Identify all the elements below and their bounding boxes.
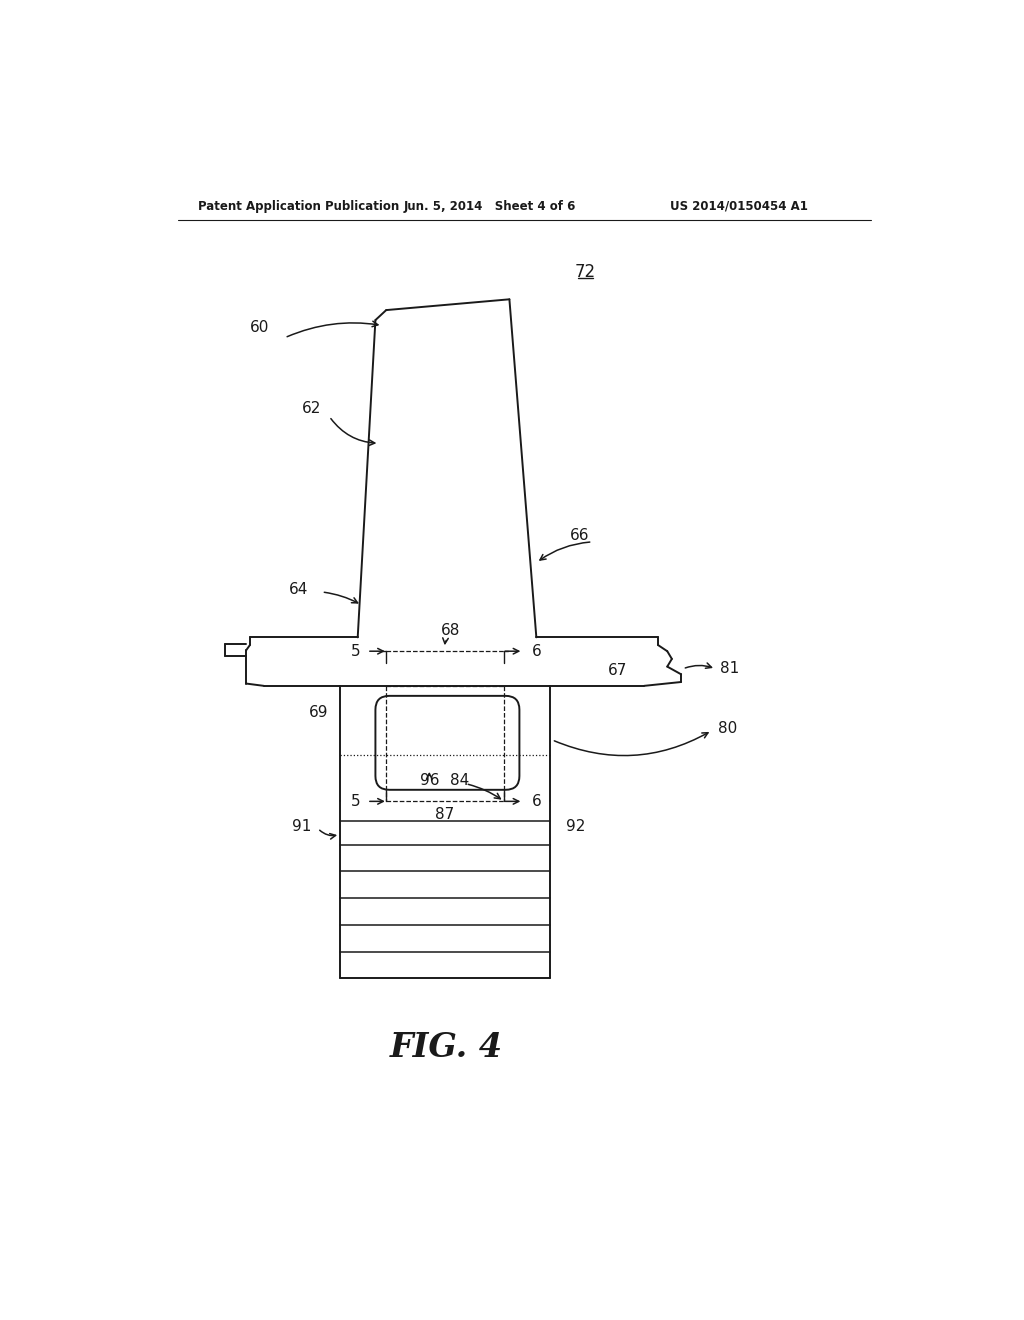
Text: Patent Application Publication: Patent Application Publication	[199, 199, 399, 213]
Text: 80: 80	[718, 721, 737, 735]
Text: 84: 84	[451, 774, 470, 788]
Text: 67: 67	[608, 663, 628, 678]
Text: FIG. 4: FIG. 4	[390, 1031, 503, 1064]
Text: 6: 6	[531, 644, 542, 659]
Text: 5: 5	[350, 793, 360, 809]
Text: 6: 6	[531, 793, 542, 809]
Text: 96: 96	[420, 774, 439, 788]
Text: 69: 69	[309, 705, 329, 721]
Text: Jun. 5, 2014   Sheet 4 of 6: Jun. 5, 2014 Sheet 4 of 6	[403, 199, 577, 213]
Text: 66: 66	[569, 528, 589, 544]
Text: 87: 87	[435, 807, 455, 822]
Text: 91: 91	[292, 820, 311, 834]
Text: 92: 92	[566, 820, 586, 834]
Text: 68: 68	[440, 623, 460, 638]
Text: 60: 60	[250, 321, 269, 335]
Text: 64: 64	[289, 582, 308, 597]
Text: 62: 62	[301, 401, 321, 416]
Text: US 2014/0150454 A1: US 2014/0150454 A1	[670, 199, 808, 213]
Text: 72: 72	[574, 264, 595, 281]
Text: 5: 5	[350, 644, 360, 659]
Text: 81: 81	[720, 661, 739, 676]
